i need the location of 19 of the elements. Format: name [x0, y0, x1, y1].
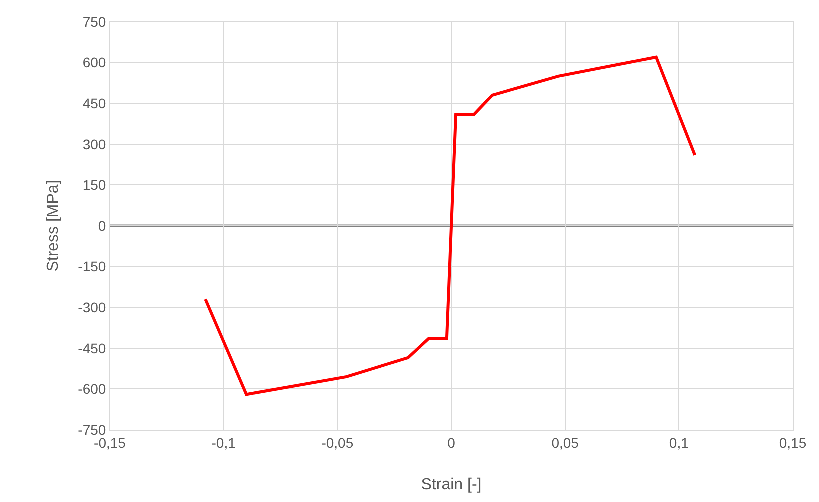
y-tick-label: -600	[78, 381, 106, 398]
x-tick-label: 0,05	[552, 434, 580, 451]
x-tick-label: -0,1	[212, 434, 236, 451]
x-tick-label: 0,1	[669, 434, 690, 451]
y-tick-label: 750	[82, 14, 106, 30]
x-tick-label: -0,05	[322, 434, 354, 451]
y-tick-label: -300	[78, 300, 106, 316]
y-axis-title: Stress [MPa]	[45, 180, 62, 272]
x-axis-title: Strain [-]	[421, 476, 482, 494]
y-tick-label: 150	[82, 177, 106, 194]
y-tick-label: 0	[98, 218, 106, 234]
y-tick-label: -450	[78, 340, 106, 356]
y-tick-label: 300	[82, 136, 106, 152]
x-tick-label: 0,15	[779, 434, 807, 451]
line-series	[204, 56, 697, 396]
y-tick-label: 600	[82, 54, 106, 71]
y-tick-label: 450	[82, 96, 106, 112]
y-tick-label: -150	[78, 258, 106, 275]
x-tick-label: 0	[448, 434, 456, 451]
